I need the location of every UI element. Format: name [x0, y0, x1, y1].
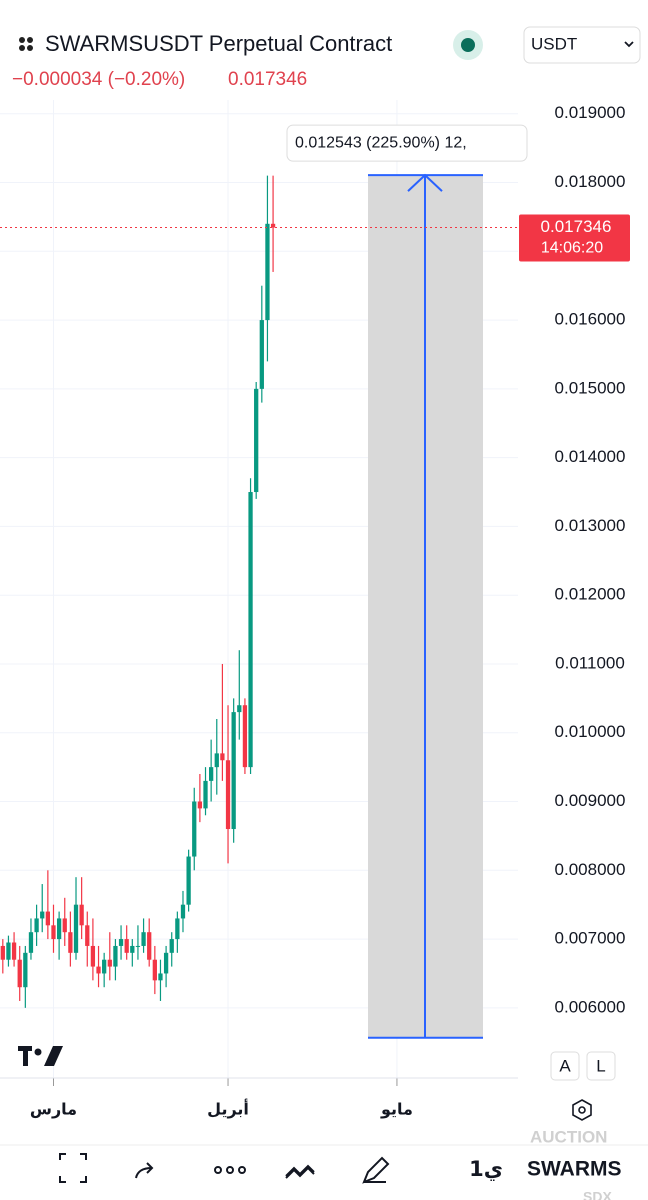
log-scale-label: L: [596, 1056, 605, 1075]
x-tick-label: مايو: [380, 1100, 413, 1119]
measure-label: 0.012543 (225.90%) 12,: [295, 134, 467, 151]
indicator-icon[interactable]: [285, 1164, 315, 1179]
price-change: −0.000034 (−0.20%): [12, 69, 185, 90]
y-tick-label: 0.012000: [555, 585, 626, 604]
candle-body: [231, 712, 236, 830]
more-icon[interactable]: [214, 1166, 246, 1174]
candle-body: [0, 945, 5, 960]
candle-body: [17, 959, 22, 988]
y-tick-label: 0.011000: [555, 653, 625, 672]
candle-body: [209, 767, 214, 781]
candle-body: [34, 918, 39, 933]
candle-body: [186, 856, 191, 905]
y-tick-label: 0.018000: [555, 172, 626, 191]
candle-body: [152, 959, 157, 981]
candle-body: [79, 904, 84, 926]
y-tick-label: 0.007000: [555, 929, 626, 948]
candle-body: [141, 932, 146, 946]
settings-icon[interactable]: [572, 1099, 592, 1121]
redo-icon[interactable]: [135, 1162, 154, 1179]
candle-body: [51, 925, 56, 940]
header-last: 0.017346: [228, 69, 307, 90]
fullscreen-icon[interactable]: [59, 1153, 87, 1183]
draw-icon[interactable]: [362, 1156, 390, 1184]
candle-body: [28, 932, 34, 953]
candle-body: [135, 945, 141, 947]
symbol-title[interactable]: SWARMSUSDT Perpetual Contract: [45, 31, 392, 56]
y-tick-label: 0.014000: [555, 447, 626, 466]
candle-body: [40, 911, 45, 919]
measure-label-box: [286, 124, 528, 162]
candle-body: [203, 780, 208, 809]
candle-body: [23, 952, 28, 988]
auto-scale-label: A: [559, 1056, 571, 1075]
candle-body: [237, 705, 242, 713]
interval[interactable]: 1ي: [469, 1157, 503, 1182]
candle-body: [68, 932, 73, 953]
candle-body: [197, 801, 203, 809]
candle-body: [254, 388, 259, 493]
candle-body: [113, 945, 118, 967]
currency-label: USDT: [531, 34, 577, 53]
candle-body: [90, 945, 96, 967]
chevron: [624, 41, 634, 48]
plot: 0.006000 0.007000 0.008000 0.009000 0.010000…: [0, 100, 630, 1119]
tv-logo: [18, 1046, 63, 1066]
x-tick-label: أبريل: [207, 1099, 249, 1119]
candle-body: [163, 952, 169, 974]
candle-body: [96, 966, 101, 974]
candle-body: [85, 925, 90, 946]
candle-body: [45, 911, 50, 926]
last-price-label: 0.017346: [541, 217, 612, 236]
faded-label: AUCTION: [530, 1127, 607, 1146]
candle-body: [130, 945, 135, 953]
candle-body: [102, 959, 107, 974]
candle-body: [259, 320, 264, 389]
candle-body: [265, 223, 270, 321]
candle-body: [169, 939, 174, 953]
y-tick-label: 0.010000: [555, 722, 626, 741]
candle-body: [220, 753, 225, 761]
y-tick-label: 0.019000: [555, 103, 626, 122]
candle-body: [158, 973, 163, 981]
y-tick-label: 0.006000: [555, 997, 626, 1016]
x-tick-label: مارس: [30, 1100, 77, 1119]
candle-body: [107, 959, 112, 967]
candle-body: [124, 939, 129, 953]
auto-scale-button[interactable]: [550, 1051, 580, 1081]
measure-arrowhead: [407, 173, 443, 192]
currency-select[interactable]: [523, 26, 641, 64]
y-tick-label: 0.013000: [555, 516, 626, 535]
candle-body: [180, 904, 186, 919]
candle-body: [225, 760, 231, 830]
candle-body: [11, 942, 17, 960]
candle-body: [118, 939, 124, 946]
candle-body: [214, 753, 219, 768]
candle-body: [248, 492, 253, 768]
candle-body: [242, 705, 248, 768]
y-tick-label: 0.009000: [555, 791, 626, 810]
candle-body: [6, 942, 11, 960]
settings-icon-dot: [578, 1106, 586, 1114]
candle-body: [62, 918, 67, 933]
y-tick-label: 0.008000: [555, 860, 626, 879]
candle-body: [147, 932, 152, 960]
candle-body: [73, 904, 79, 953]
candle-body: [56, 918, 62, 940]
last-time-label: 14:06:20: [541, 240, 603, 257]
symbol-button[interactable]: SWARMS: [527, 1158, 622, 1181]
y-tick-label: 0.016000: [555, 310, 626, 329]
candle-body: [192, 801, 197, 857]
candle-body: [270, 223, 276, 228]
symbol-icon: [19, 37, 33, 51]
market-status-dot: [461, 38, 475, 52]
last-price-box: [519, 214, 630, 262]
faded-label: SDX: [583, 1189, 612, 1200]
log-scale-button[interactable]: [586, 1051, 616, 1081]
y-tick-label: 0.015000: [555, 378, 626, 397]
candle-body: [175, 918, 180, 940]
